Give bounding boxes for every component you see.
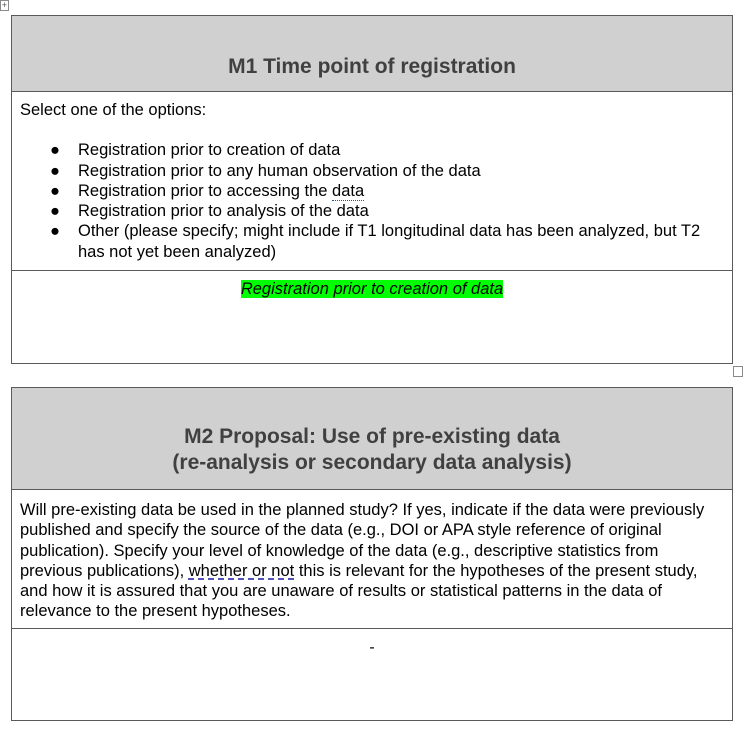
m2-table: M2 Proposal: Use of pre-existing data (r… xyxy=(11,387,733,721)
m1-option-text: Other (please specify; might include if … xyxy=(78,222,701,261)
bullet-icon: ● xyxy=(50,141,60,160)
m2-title-line2: (re-analysis or secondary data analysis) xyxy=(172,451,572,474)
m1-option: ● Registration prior to creation of data xyxy=(20,140,724,160)
m2-answer: - xyxy=(369,639,375,656)
bullet-icon: ● xyxy=(50,181,60,200)
m1-title: M1 Time point of registration xyxy=(228,55,516,78)
m1-answer: Registration prior to creation of data xyxy=(240,280,504,298)
m2-header-cell: M2 Proposal: Use of pre-existing data (r… xyxy=(12,388,732,490)
m1-option: ● Registration prior to accessing the dat… xyxy=(20,181,724,201)
m1-table: M1 Time point of registration Select one… xyxy=(11,15,733,364)
m2-answer-cell[interactable]: - xyxy=(12,629,732,658)
m1-option: ● Other (please specify; might include if… xyxy=(20,221,724,262)
m1-options-list: ● Registration prior to creation of data … xyxy=(20,140,724,262)
m1-instruction: Select one of the options: xyxy=(20,101,207,119)
m2-question-text-end: this is relevant for the hypotheses of t… xyxy=(20,561,698,621)
m1-option-text: Registration prior to creation of data xyxy=(78,141,341,160)
m1-option: ● Registration prior to analysis of the d… xyxy=(20,201,724,221)
m1-option: ● Registration prior to any human observa… xyxy=(20,161,724,181)
table-resize-handle[interactable] xyxy=(733,366,743,377)
bullet-icon: ● xyxy=(50,202,60,221)
m1-option-text: Registration prior to analysis of the da… xyxy=(78,202,369,221)
m1-header-cell: M1 Time point of registration xyxy=(12,16,732,92)
bullet-icon: ● xyxy=(50,222,60,241)
m2-question-text: Will pre-existing data be used in the pl… xyxy=(20,501,705,580)
m1-question-cell[interactable]: Select one of the options: ● Registration… xyxy=(12,92,732,271)
m2-title-line1: M2 Proposal: Use of pre-existing data xyxy=(184,425,560,448)
m1-option-marked-word: data xyxy=(332,181,365,201)
m2-question-cell[interactable]: Will pre-existing data be used in the pl… xyxy=(12,490,732,629)
bullet-icon: ● xyxy=(50,161,60,180)
m2-question-marked-phrase: whether or not xyxy=(188,561,295,580)
m1-option-text: Registration prior to accessing the xyxy=(78,181,333,200)
m1-option-text: Registration prior to any human observat… xyxy=(78,161,481,180)
m1-answer-cell[interactable]: Registration prior to creation of data xyxy=(12,271,732,299)
table-move-handle-icon[interactable]: + xyxy=(0,0,9,11)
